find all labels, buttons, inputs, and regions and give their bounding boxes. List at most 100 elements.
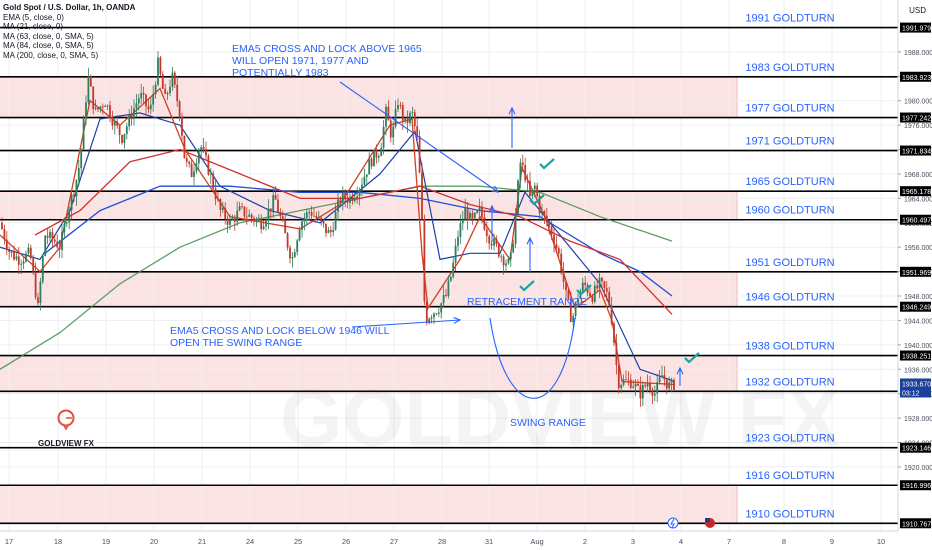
candle-body: [281, 216, 284, 221]
price-tick-label: 1944.000: [904, 318, 932, 325]
candle-body: [593, 285, 596, 302]
check-icon-0: [539, 158, 555, 170]
candle-body: [92, 86, 95, 110]
lightning-event-icon[interactable]: [667, 517, 679, 529]
level-label-5: 1960 GOLDTURN: [745, 205, 834, 217]
swing-range-curve: [489, 317, 576, 399]
level-price-tag[interactable]: [900, 112, 931, 123]
candle-body: [449, 276, 452, 281]
candle-body: [589, 292, 591, 297]
candle-body: [1, 222, 3, 230]
candle-body: [152, 94, 155, 105]
level-price-tag[interactable]: [900, 71, 931, 82]
candle-body: [529, 180, 531, 196]
candle-body: [10, 252, 13, 253]
price-tick-label: 1964.000: [904, 196, 932, 203]
up-arrow-1-head: [508, 106, 516, 115]
candle-body: [401, 105, 404, 121]
candle-body: [459, 223, 462, 237]
candle-body: [421, 172, 423, 219]
time-tick-label: 31: [485, 537, 493, 546]
current-price-tag[interactable]: [900, 378, 931, 398]
candle-body: [579, 291, 582, 299]
ema5-above-note-line: EMA5 CROSS AND LOCK ABOVE 1965: [232, 43, 422, 55]
currency-label[interactable]: USD: [909, 6, 926, 15]
candle-body: [94, 107, 97, 110]
candle-body: [25, 253, 27, 262]
logo-g-icon: [62, 417, 72, 431]
candle-body: [188, 161, 191, 164]
candle-body: [123, 134, 126, 143]
level-price-tag[interactable]: [900, 214, 931, 225]
price-tick-label: 1936.000: [904, 367, 932, 374]
candle-body: [99, 106, 102, 110]
candle-body: [425, 301, 428, 323]
candle-body: [185, 158, 188, 162]
candle-body: [437, 312, 440, 314]
candle-body: [653, 393, 656, 396]
candle-body: [202, 147, 205, 150]
candle-body: [543, 211, 546, 216]
level-price-tag[interactable]: [900, 518, 931, 529]
candle-body: [183, 135, 186, 159]
candle-body: [272, 195, 275, 211]
candle-body: [265, 220, 267, 227]
up-arrow-2-head: [488, 204, 496, 213]
candle-body: [130, 114, 133, 119]
candle-body: [361, 184, 363, 191]
price-tick-label: 1956.000: [904, 245, 932, 252]
candle-body: [495, 238, 498, 245]
candle-body: [41, 255, 44, 282]
candle-body: [605, 288, 608, 292]
level-price-tag[interactable]: [900, 186, 931, 197]
candle-body: [656, 382, 659, 394]
level-price-tag[interactable]: [900, 22, 931, 33]
candle-body: [157, 57, 159, 85]
candle-body: [17, 256, 20, 265]
candle-body: [416, 126, 419, 137]
candle-body: [409, 112, 411, 124]
candle-body: [596, 285, 599, 289]
candle-body: [663, 375, 666, 380]
candle-body: [644, 385, 647, 387]
indicator-ma200[interactable]: MA (200, close, 0, SMA, 5): [3, 50, 99, 60]
candle-body: [269, 208, 272, 211]
level-price-tag[interactable]: [900, 266, 931, 277]
level-label-11: 1916 GOLDTURN: [745, 470, 834, 482]
candle-body: [20, 263, 23, 265]
indicator-ma21[interactable]: MA (21, close, 0): [3, 22, 64, 31]
goldturn-zones: [0, 76, 738, 524]
candle-body: [514, 214, 517, 244]
ema5-below-note-line: EMA5 CROSS AND LOCK BELOW 1946 WILL: [170, 325, 390, 337]
ema5-above-arrow: [339, 81, 499, 193]
candle-body: [445, 295, 447, 297]
ema5-above-note-line: POTENTIALLY 1983: [232, 67, 329, 79]
indicator-ma63[interactable]: MA (63, close, 0, SMA, 5): [3, 31, 94, 41]
candle-body: [313, 215, 315, 217]
ema5-above-arrow-head: [491, 185, 500, 193]
candle-body: [87, 76, 90, 103]
candle-body: [80, 149, 83, 169]
candle-body: [368, 158, 371, 175]
candle-body: [63, 223, 66, 232]
candle-body: [435, 313, 438, 315]
candle-body: [260, 218, 263, 230]
level-price-tag[interactable]: [900, 301, 931, 312]
indicator-ema5[interactable]: EMA (5, close, 0): [3, 12, 64, 22]
indicator-ma84[interactable]: MA (84, close, 0, SMA, 5): [3, 41, 94, 50]
candle-body: [517, 180, 519, 215]
level-price-label: 1938.251: [902, 354, 931, 361]
level-price-tag[interactable]: [900, 480, 931, 491]
level-price-tag[interactable]: [900, 442, 931, 453]
candle-body: [346, 199, 349, 203]
candle-body: [231, 218, 234, 220]
candle-body: [339, 199, 342, 203]
candle-body: [3, 229, 6, 240]
candle-body: [538, 195, 541, 214]
candle-body: [344, 192, 347, 200]
symbol-title[interactable]: Gold Spot / U.S. Dollar, 1h, OANDA: [3, 3, 136, 12]
level-price-tag[interactable]: [900, 350, 931, 361]
time-tick-label: 20: [150, 537, 158, 546]
level-price-tag[interactable]: [900, 145, 931, 156]
